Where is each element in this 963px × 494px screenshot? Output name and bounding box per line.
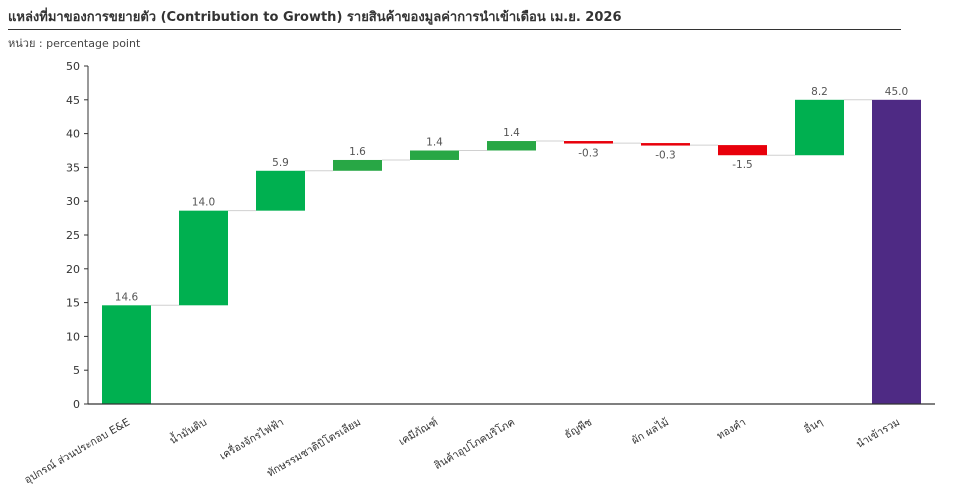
- bar-5: [487, 141, 536, 151]
- bar-10: [872, 99, 921, 405]
- title-divider: [8, 29, 901, 30]
- chart-title: แหล่งที่มาของการขยายตัว (Contribution to…: [8, 10, 622, 25]
- data-label-7: -0.3: [655, 150, 676, 162]
- bar-1: [179, 210, 228, 306]
- category-label-9: อื่นๆ: [801, 414, 825, 436]
- bar-2: [256, 170, 305, 211]
- bar-7: [641, 143, 690, 146]
- category-label-7: ผัก ผลไม้: [629, 415, 671, 447]
- bar-6: [564, 141, 613, 144]
- data-label-2: 5.9: [272, 157, 289, 169]
- y-tick-label: 35: [66, 161, 80, 174]
- category-label-1: น้ำมันดิบ: [167, 414, 209, 446]
- category-label-6: ธัญพืช: [562, 415, 594, 441]
- data-label-6: -0.3: [578, 148, 599, 160]
- y-tick-label: 30: [66, 195, 80, 208]
- bar-0: [102, 305, 151, 404]
- y-tick-label: 25: [66, 229, 80, 242]
- y-tick-label: 45: [66, 94, 80, 107]
- data-label-0: 14.6: [115, 291, 139, 303]
- data-label-1: 14.0: [192, 197, 215, 209]
- unit-label: หน่วย : percentage point: [8, 37, 141, 50]
- category-label-2: เครื่องจักรไฟฟ้า: [217, 414, 286, 462]
- y-tick-label: 40: [66, 128, 80, 141]
- category-label-8: ทองคำ: [715, 416, 748, 442]
- category-label-5: สินค้าอุปโภคบริโภค: [432, 415, 517, 472]
- category-label-0: อุปกรณ์ ส่วนประกอบ E&E: [22, 415, 132, 486]
- y-tick-label: 10: [66, 330, 80, 343]
- bar-3: [333, 159, 382, 171]
- data-label-10: 45.0: [885, 86, 908, 98]
- y-tick-label: 5: [73, 364, 80, 377]
- y-tick-label: 0: [73, 398, 80, 411]
- bar-8: [718, 145, 767, 156]
- y-tick-label: 15: [66, 297, 80, 310]
- bar-9: [795, 99, 844, 156]
- category-label-10: นำเข้ารวม: [854, 416, 902, 450]
- bar-4: [410, 150, 459, 160]
- y-tick-label: 50: [66, 60, 80, 73]
- data-label-3: 1.6: [349, 146, 366, 158]
- data-label-8: -1.5: [732, 159, 753, 171]
- category-label-4: เคมีภัณฑ์: [396, 415, 440, 448]
- data-label-5: 1.4: [503, 127, 520, 139]
- data-label-9: 8.2: [811, 86, 828, 98]
- data-label-4: 1.4: [426, 137, 443, 149]
- y-tick-label: 20: [66, 263, 80, 276]
